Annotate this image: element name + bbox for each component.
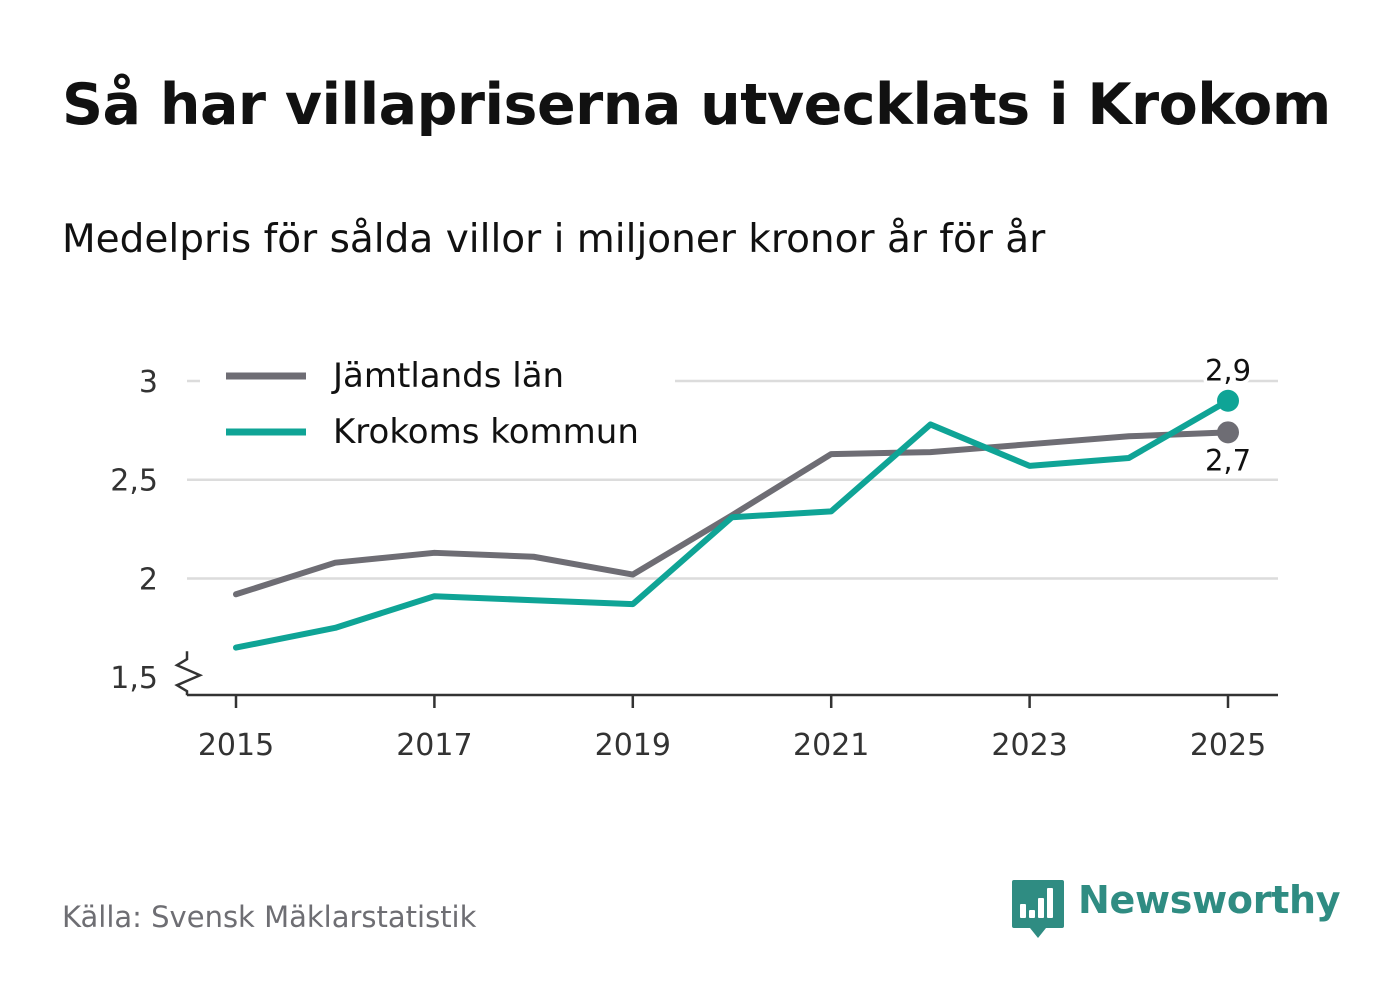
y-tick-label: 2 — [139, 562, 158, 597]
x-tick-label: 2025 — [1190, 728, 1266, 763]
end-value-label-1: 2,9 — [1205, 354, 1251, 388]
x-tick-label: 2019 — [595, 728, 671, 763]
y-tick-label: 2,5 — [110, 464, 158, 499]
bar-chart-speech-bubble-icon — [1012, 880, 1064, 938]
x-tick-label: 2023 — [991, 728, 1067, 763]
x-tick-label: 2017 — [396, 728, 472, 763]
end-value-label-0: 2,7 — [1205, 443, 1251, 477]
legend-label-0: Jämtlands län — [331, 356, 564, 396]
series-end-point-0 — [1217, 421, 1239, 444]
axes: 1,5 2 2,5 3 2015 2017 2019 2021 2023 2025 — [110, 365, 1278, 763]
y-axis-break — [174, 651, 204, 696]
legend: Jämtlands län Krokoms kommun — [200, 350, 675, 460]
series-line-1 — [233, 397, 1231, 651]
brand-name: Newsworthy — [1078, 878, 1341, 922]
chart-title: Så har villapriserna utvecklats i Krokom — [62, 72, 1331, 138]
newsworthy-logo: Newsworthy — [1012, 878, 1341, 940]
y-tick-label: 1,5 — [110, 661, 158, 696]
source-note: Källa: Svensk Mäklarstatistik — [62, 900, 477, 934]
end-labels: 2,7 2,9 — [1201, 350, 1254, 481]
legend-background — [200, 350, 675, 460]
series-end-point-1 — [1217, 389, 1239, 412]
chart-subtitle: Medelpris för sålda villor i miljoner kr… — [62, 217, 1046, 262]
legend-label-1: Krokoms kommun — [333, 412, 639, 452]
x-tick-label: 2021 — [793, 728, 869, 763]
y-tick-label: 3 — [139, 365, 158, 400]
x-tick-label: 2015 — [198, 728, 274, 763]
series-lines — [233, 389, 1239, 651]
